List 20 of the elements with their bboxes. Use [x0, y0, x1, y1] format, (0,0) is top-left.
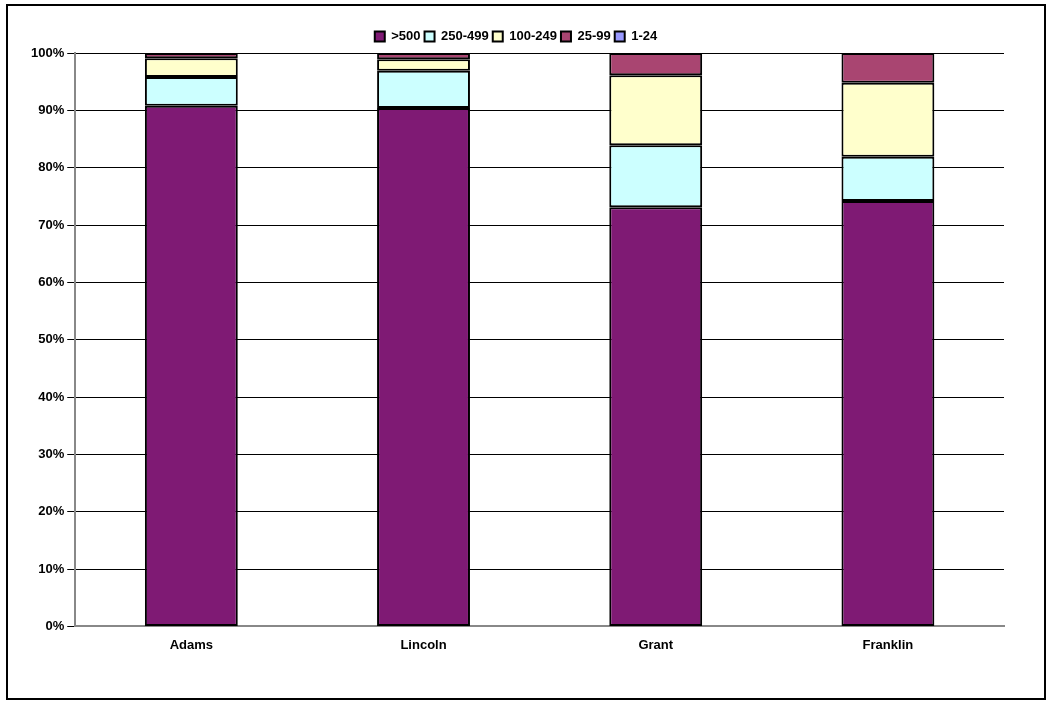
y-tick-label: 80%: [38, 159, 65, 175]
y-tick-label: 100%: [31, 44, 65, 60]
y-tick-label: 0%: [45, 617, 65, 633]
y-tick-label: 20%: [38, 503, 65, 519]
legend-label: 25-99: [577, 28, 611, 44]
legend-label: 100-249: [509, 28, 557, 44]
x-tick-label: Lincoln: [400, 636, 447, 652]
legend-label: >500: [391, 28, 421, 44]
legend-label: 1-24: [631, 28, 658, 44]
y-tick-label: 10%: [38, 560, 65, 576]
legend-label: 250-499: [441, 28, 489, 44]
x-tick-label: Grant: [638, 636, 674, 652]
y-tick-label: 70%: [38, 216, 65, 232]
y-tick-label: 90%: [38, 101, 65, 117]
y-tick-label: 30%: [38, 445, 65, 461]
x-tick-label: Franklin: [862, 636, 914, 652]
y-tick-label: 40%: [38, 388, 65, 404]
y-tick-label: 60%: [38, 273, 65, 289]
y-tick-label: 50%: [38, 331, 65, 347]
x-tick-label: Adams: [169, 636, 214, 652]
